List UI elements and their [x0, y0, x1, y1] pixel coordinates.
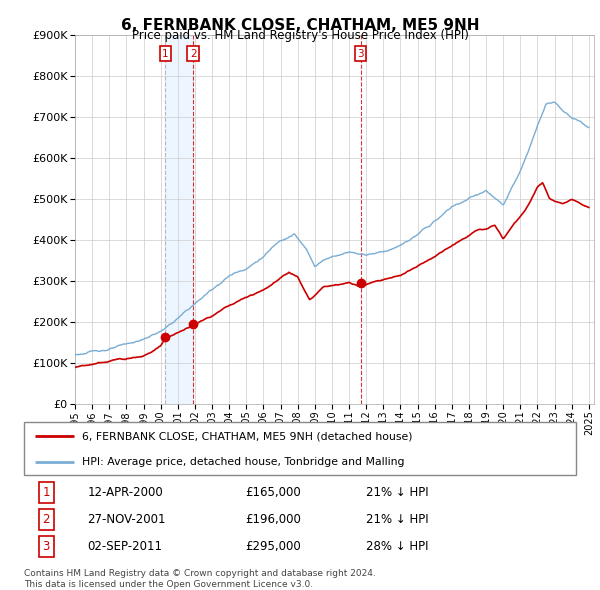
Text: £196,000: £196,000 [245, 513, 301, 526]
Text: 3: 3 [357, 49, 364, 59]
Text: 1: 1 [162, 49, 169, 59]
Text: 12-APR-2000: 12-APR-2000 [88, 486, 163, 499]
Text: 2: 2 [43, 513, 50, 526]
Text: 6, FERNBANK CLOSE, CHATHAM, ME5 9NH: 6, FERNBANK CLOSE, CHATHAM, ME5 9NH [121, 18, 479, 32]
Text: 2: 2 [190, 49, 197, 59]
Bar [166, 35, 193, 404]
FancyBboxPatch shape [24, 422, 576, 475]
Text: 21% ↓ HPI: 21% ↓ HPI [366, 513, 429, 526]
Text: £295,000: £295,000 [245, 540, 301, 553]
Text: 3: 3 [43, 540, 50, 553]
Text: 27-NOV-2001: 27-NOV-2001 [88, 513, 166, 526]
Text: 28% ↓ HPI: 28% ↓ HPI [366, 540, 429, 553]
Text: 02-SEP-2011: 02-SEP-2011 [88, 540, 163, 553]
Text: 6, FERNBANK CLOSE, CHATHAM, ME5 9NH (detached house): 6, FERNBANK CLOSE, CHATHAM, ME5 9NH (det… [82, 431, 412, 441]
Text: 1: 1 [43, 486, 50, 499]
Text: £165,000: £165,000 [245, 486, 301, 499]
Text: HPI: Average price, detached house, Tonbridge and Malling: HPI: Average price, detached house, Tonb… [82, 457, 404, 467]
Text: Contains HM Land Registry data © Crown copyright and database right 2024.
This d: Contains HM Land Registry data © Crown c… [24, 569, 376, 589]
Text: Price paid vs. HM Land Registry's House Price Index (HPI): Price paid vs. HM Land Registry's House … [131, 30, 469, 42]
Text: 21% ↓ HPI: 21% ↓ HPI [366, 486, 429, 499]
